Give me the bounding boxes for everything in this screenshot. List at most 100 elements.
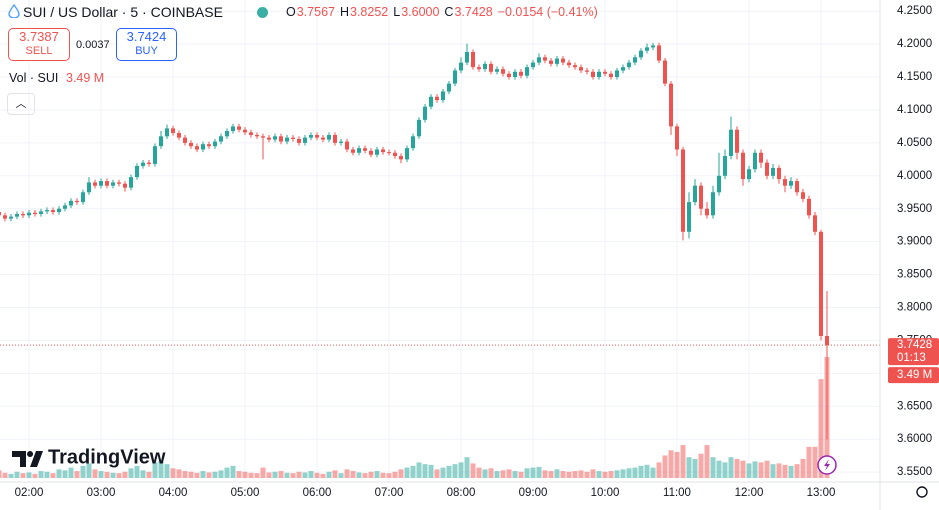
volume-bar: [416, 462, 422, 478]
candle-body: [33, 212, 37, 215]
volume-bar: [98, 471, 104, 478]
ohlc-value: 3.8252: [350, 5, 389, 19]
y-tick-label: 3.9000: [897, 236, 932, 248]
volume-bar: [404, 467, 410, 478]
candle-body: [567, 62, 571, 66]
candle-body: [339, 141, 343, 143]
volume-bar: [626, 468, 632, 478]
volume-bar: [398, 469, 404, 478]
y-tick-label: 4.1500: [897, 71, 932, 83]
market-status[interactable]: [257, 7, 268, 18]
candle-body: [309, 134, 313, 138]
buy-button[interactable]: 3.7424 BUY: [116, 28, 177, 61]
volume-bar: [602, 471, 608, 478]
volume-bar: [794, 464, 800, 478]
volume-bar: [464, 457, 470, 478]
x-tick-label: 12:00: [735, 487, 764, 499]
volume-bar: [362, 473, 368, 478]
drop-icon: [8, 3, 20, 19]
volume-bar: [332, 470, 338, 478]
volume-bar: [170, 468, 176, 478]
candle-body: [0, 212, 1, 216]
candle-body: [681, 149, 685, 232]
volume-bar: [218, 470, 224, 478]
spread: 0.0037: [76, 39, 110, 51]
x-tick-label: 05:00: [231, 487, 260, 499]
volume-bar: [674, 451, 680, 478]
volume-bar: [536, 466, 542, 478]
candle-body: [615, 70, 619, 78]
volume-bar: [428, 464, 434, 478]
buy-label: BUY: [135, 45, 158, 57]
candle-body: [159, 136, 163, 147]
volume-bar: [710, 457, 716, 478]
candle-body: [669, 83, 673, 127]
volume-bar: [476, 467, 482, 478]
y-tick-label: 4.2000: [897, 38, 932, 50]
volume-bar: [224, 467, 230, 478]
volume-bar: [614, 470, 620, 478]
candle-body: [783, 179, 787, 186]
candle-body: [579, 67, 583, 71]
y-tick-label: 4.0000: [897, 170, 932, 182]
symbol-icon: [8, 3, 20, 21]
candle-body: [75, 200, 79, 203]
volume-bar: [494, 471, 500, 478]
candle-body: [231, 126, 235, 132]
candle-body: [723, 156, 727, 176]
settings-icon[interactable]: [916, 486, 928, 498]
last-price-label: 3.7428: [897, 339, 932, 351]
volume-bar: [110, 472, 116, 478]
x-tick-label: 08:00: [447, 487, 476, 499]
volume-bar: [758, 462, 764, 478]
candle-body: [297, 138, 301, 143]
candle-body: [753, 152, 757, 170]
volume-bar: [212, 471, 218, 478]
candle-body: [51, 210, 55, 213]
collapse-button[interactable]: ︿: [7, 93, 35, 115]
plot-area: [0, 42, 880, 478]
volume-bar: [80, 465, 86, 478]
volume-label: 3.49 M: [897, 369, 932, 381]
volume-bar: [260, 467, 266, 478]
volume-bar: [656, 462, 662, 478]
logo-icon: [12, 451, 43, 467]
volume-bar: [56, 469, 62, 478]
volume-bar: [584, 471, 590, 478]
volume-bar: [746, 463, 752, 478]
volume-bar: [278, 471, 284, 478]
volume-bar: [2, 472, 8, 478]
candle-body: [93, 182, 97, 186]
volume-bar: [386, 473, 392, 478]
candle-body: [351, 149, 355, 153]
candle-body: [327, 134, 331, 140]
candle-body: [477, 67, 481, 70]
candle-body: [519, 71, 523, 76]
candle-body: [195, 146, 199, 150]
symbol-title[interactable]: SUI / US Dollar · 5 · COINBASE: [23, 4, 223, 20]
volume-bar: [308, 471, 314, 478]
volume-bar: [530, 467, 536, 478]
sell-button[interactable]: 3.7387 SELL: [8, 28, 70, 61]
candle-body: [249, 132, 253, 135]
candle-body: [393, 152, 397, 157]
candle-body: [573, 65, 577, 68]
volume-bar: [692, 458, 698, 478]
y-tick-label: 3.6000: [897, 433, 932, 445]
candle-body: [717, 175, 721, 193]
candle-body: [825, 336, 829, 346]
x-tick-label: 06:00: [303, 487, 332, 499]
volume-bar: [230, 465, 236, 478]
candle-body: [609, 73, 613, 78]
candle-body: [513, 71, 517, 78]
candle-body: [237, 126, 241, 130]
candle-body: [801, 192, 805, 199]
volume-bar: [644, 464, 650, 478]
x-tick-label: 10:00: [591, 487, 620, 499]
candle-body: [357, 148, 361, 153]
volume-bar: [188, 471, 194, 478]
x-tick-label: 02:00: [15, 487, 44, 499]
ohlc-label: O: [286, 5, 296, 19]
volume-bar: [608, 471, 614, 478]
volume-bar: [128, 468, 134, 478]
